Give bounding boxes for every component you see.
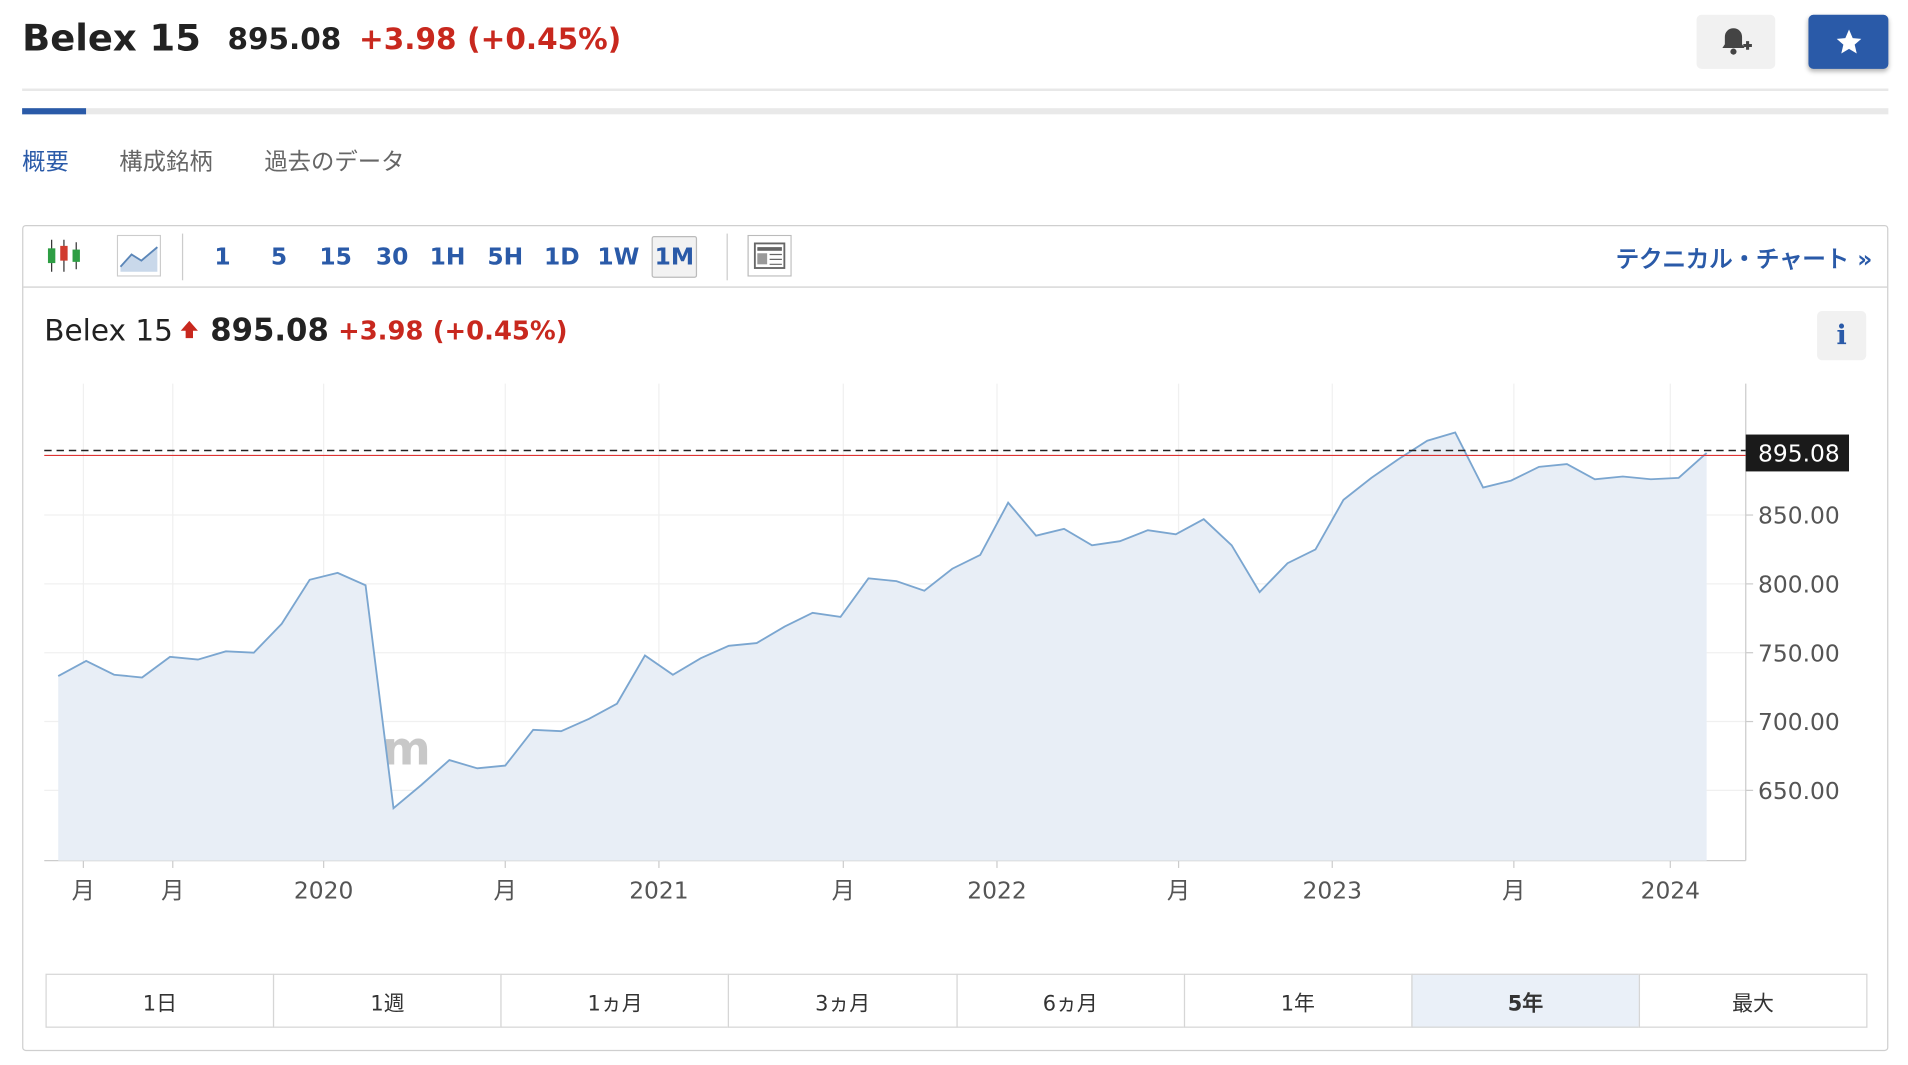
tab[interactable]: 過去のデータ	[264, 148, 405, 176]
x-tick-label: 2023	[1303, 877, 1362, 905]
range-button[interactable]: 1ヵ月	[500, 973, 730, 1028]
y-tick-label: 850.00	[1758, 502, 1840, 530]
bell-icon	[1722, 28, 1752, 55]
separator	[181, 233, 184, 281]
change: +3.98	[358, 22, 457, 57]
x-tick-label: 2024	[1641, 877, 1700, 905]
change-pct: (+0.45%)	[467, 22, 622, 57]
y-tick-label: 800.00	[1758, 570, 1840, 598]
x-tick-label: 月	[72, 877, 95, 905]
last-price-label: 895.08	[1758, 440, 1840, 468]
price: 895.08	[227, 22, 342, 57]
interval-button[interactable]: 1H	[429, 243, 466, 271]
chart-change: +3.98	[338, 315, 424, 346]
info-button[interactable]: i	[1817, 311, 1867, 361]
line-chart-icon[interactable]	[116, 234, 162, 277]
interval-button[interactable]: 1	[214, 243, 231, 271]
tab-track	[22, 108, 1889, 115]
y-tick-label: 750.00	[1758, 639, 1840, 667]
last-price-tag	[1745, 434, 1850, 472]
area	[58, 432, 1707, 861]
interval-button[interactable]: 1D	[544, 243, 580, 271]
technical-chart-link[interactable]: テクニカル・チャート »	[1615, 245, 1873, 273]
range-button[interactable]: 最大	[1638, 973, 1868, 1028]
x-tick-label: 2021	[629, 877, 688, 905]
interval-button[interactable]: 30	[375, 243, 409, 271]
chart-price: 895.08	[210, 312, 329, 348]
alert-button[interactable]	[1696, 14, 1776, 69]
price-line	[57, 431, 1708, 811]
star-icon	[1836, 29, 1861, 54]
up-arrow	[180, 320, 198, 339]
chart-panel	[22, 224, 1889, 1052]
separator	[726, 233, 728, 281]
index-title: Belex 15	[22, 17, 201, 61]
range-button[interactable]: 1日	[45, 973, 275, 1028]
x-tick-label: 月	[161, 877, 184, 905]
watchlist-button[interactable]	[1808, 14, 1889, 69]
tab[interactable]: 構成銘柄	[119, 148, 213, 176]
layout-icon[interactable]	[747, 234, 792, 277]
toolbar-divider	[23, 286, 1888, 288]
range-button[interactable]: 5年	[1411, 973, 1640, 1028]
x-tick-label: 月	[832, 877, 855, 905]
x-tick-label: 月	[1167, 877, 1190, 905]
tab[interactable]: 概要	[22, 148, 69, 176]
range-button[interactable]: 1年	[1183, 973, 1413, 1028]
y-tick-label: 700.00	[1758, 708, 1840, 736]
candle-icon[interactable]	[44, 236, 83, 275]
divider	[22, 88, 1889, 91]
y-tick-label: 650.00	[1758, 777, 1840, 805]
x-tick-label: 2022	[967, 877, 1026, 905]
x-tick-label: 2020	[294, 877, 353, 905]
chart-index-name: Belex 15	[44, 313, 173, 348]
range-button[interactable]: 6ヵ月	[955, 973, 1185, 1028]
range-button[interactable]: 3ヵ月	[728, 973, 958, 1028]
x-tick-label: 月	[1502, 877, 1525, 905]
range-button[interactable]: 1週	[273, 973, 502, 1028]
interval-button[interactable]: 5	[270, 243, 288, 271]
tab-indicator	[22, 108, 87, 115]
interval-button[interactable]: 1W	[597, 243, 640, 271]
interval-button[interactable]: 15	[319, 243, 352, 271]
x-tick-label: 月	[494, 877, 517, 905]
interval-button[interactable]: 5H	[487, 243, 524, 271]
interval-button[interactable]: 1M	[651, 236, 698, 278]
chart-change-pct: (+0.45%)	[432, 315, 568, 346]
